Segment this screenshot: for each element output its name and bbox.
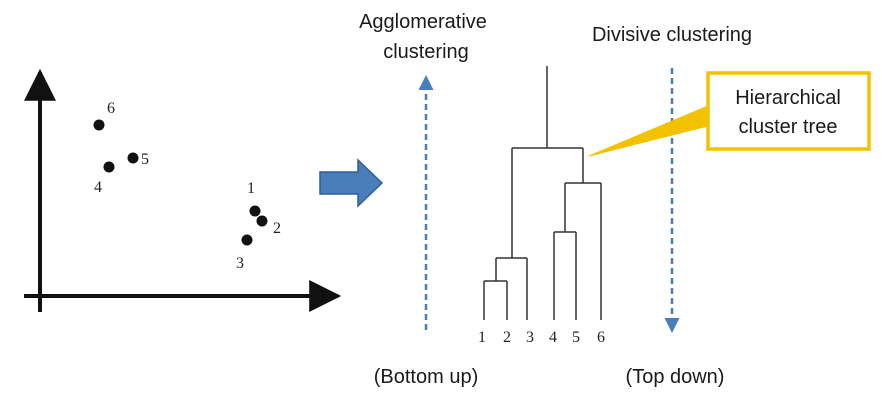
scatter-point-6 (93, 119, 105, 131)
leaf-label-1: 1 (478, 329, 486, 346)
leaf-label-6: 6 (597, 329, 605, 346)
leaf-label-2: 2 (503, 329, 511, 346)
leaf-label-5: 5 (572, 329, 580, 346)
scatter-label-5: 5 (141, 151, 149, 168)
scatter-point-4 (103, 161, 115, 173)
scatter-label-2: 2 (273, 220, 281, 237)
scatter-label-1: 1 (247, 180, 255, 197)
callout-line2: cluster tree (739, 116, 838, 138)
scatter-label-3: 3 (236, 255, 244, 272)
top-down-label: (Top down) (626, 366, 725, 388)
scatter-point-5 (127, 152, 139, 164)
callout-line1: Hierarchical (735, 87, 841, 109)
scatter-point-1 (249, 205, 261, 217)
scatter-point-2 (256, 215, 268, 227)
scatter-point-3 (241, 234, 253, 246)
callout: Hierarchical cluster tree (588, 71, 871, 157)
callout-pointer (588, 105, 709, 157)
agglomerative-heading-line2: clustering (383, 41, 469, 63)
agglomerative-heading-line1: Agglomerative (359, 11, 487, 33)
transform-arrow (319, 158, 384, 208)
dendrogram (483, 66, 602, 320)
scatter-label-4: 4 (94, 179, 102, 196)
callout-box (706, 71, 871, 151)
bottom-up-label: (Bottom up) (374, 366, 478, 388)
leaf-label-4: 4 (549, 329, 557, 346)
scatter-plot: 6 5 4 1 2 3 (24, 68, 342, 312)
leaf-label-3: 3 (526, 329, 534, 346)
scatter-label-6: 6 (107, 100, 115, 117)
divisive-heading: Divisive clustering (592, 24, 752, 46)
